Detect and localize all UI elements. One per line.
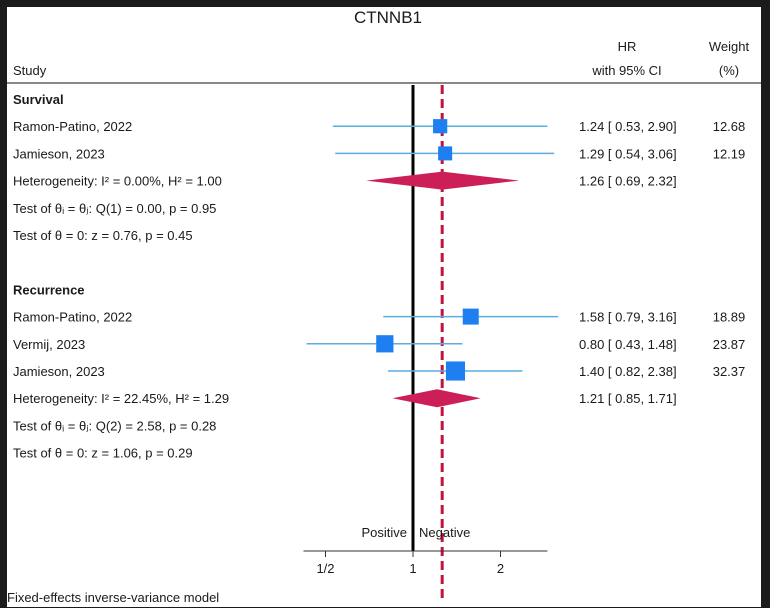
- footnote: Fixed-effects inverse-variance model: [7, 590, 219, 605]
- hr-ci-value: 1.40 [ 0.82, 2.38]: [579, 364, 677, 379]
- hr-ci-value: 0.80 [ 0.43, 1.48]: [579, 337, 677, 352]
- direction-label-negative: Negative: [419, 525, 470, 540]
- study-label: Ramon-Patino, 2022: [13, 119, 132, 134]
- forest-plot-panel: CTNNB1 Study HR with 95% CI Weight (%) F…: [7, 7, 761, 607]
- column-header-weight: Weight: [709, 39, 750, 54]
- hr-ci-value: 1.29 [ 0.54, 3.06]: [579, 146, 677, 161]
- study-square: [445, 361, 466, 381]
- group-heading: Survival: [13, 92, 64, 107]
- study-square: [438, 146, 453, 161]
- study-label: Jamieson, 2023: [13, 364, 105, 379]
- heterogeneity-label: Heterogeneity: I² = 22.45%, H² = 1.29: [13, 391, 229, 406]
- study-label: Vermij, 2023: [13, 337, 85, 352]
- study-square: [376, 335, 394, 353]
- heterogeneity-label: Heterogeneity: I² = 0.00%, H² = 1.00: [13, 174, 222, 189]
- study-label: Ramon-Patino, 2022: [13, 310, 132, 325]
- pooled-diamond: [366, 171, 520, 190]
- hr-ci-value: 1.21 [ 0.85, 1.71]: [579, 391, 677, 406]
- test-statistic: Test of θᵢ = θⱼ: Q(2) = 2.58, p = 0.28: [13, 418, 216, 433]
- weight-value: 32.37: [713, 364, 746, 379]
- direction-label-positive: Positive: [361, 525, 407, 540]
- test-statistic: Test of θ = 0: z = 0.76, p = 0.45: [13, 228, 193, 243]
- test-statistic: Test of θᵢ = θⱼ: Q(1) = 0.00, p = 0.95: [13, 201, 216, 216]
- column-header-study: Study: [13, 63, 47, 78]
- forest-plot: CTNNB1 Study HR with 95% CI Weight (%) F…: [7, 8, 761, 605]
- study-square: [462, 308, 479, 325]
- weight-value: 23.87: [713, 337, 746, 352]
- hr-ci-value: 1.26 [ 0.69, 2.32]: [579, 174, 677, 189]
- pooled-diamond: [392, 389, 481, 408]
- weight-value: 18.89: [713, 310, 746, 325]
- weight-value: 12.68: [713, 119, 746, 134]
- study-square: [433, 119, 448, 134]
- column-header-hr: HR: [618, 39, 637, 54]
- group-heading: Recurrence: [13, 282, 85, 297]
- x-tick-label: 1/2: [316, 561, 334, 576]
- weight-value: 12.19: [713, 146, 746, 161]
- test-statistic: Test of θ = 0: z = 1.06, p = 0.29: [13, 446, 193, 461]
- column-header-weight-unit: (%): [719, 63, 739, 78]
- study-label: Jamieson, 2023: [13, 146, 105, 161]
- x-tick-label: 2: [497, 561, 504, 576]
- hr-ci-value: 1.58 [ 0.79, 3.16]: [579, 310, 677, 325]
- column-header-hr-ci: with 95% CI: [591, 63, 661, 78]
- hr-ci-value: 1.24 [ 0.53, 2.90]: [579, 119, 677, 134]
- chart-title: CTNNB1: [354, 8, 422, 27]
- x-tick-label: 1: [409, 561, 416, 576]
